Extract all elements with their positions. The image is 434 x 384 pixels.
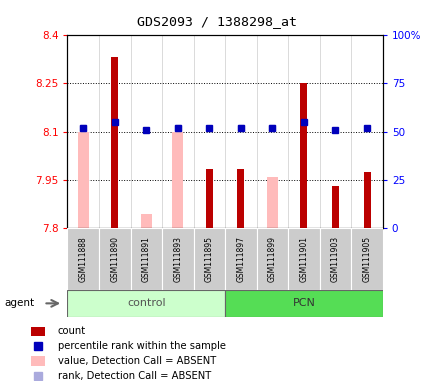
Bar	[99, 228, 130, 290]
Text: GSM111890: GSM111890	[110, 236, 119, 282]
Text: control: control	[127, 298, 165, 308]
Text: PCN: PCN	[292, 298, 315, 308]
Bar	[111, 57, 118, 228]
Text: GSM111899: GSM111899	[267, 236, 276, 282]
Bar	[67, 228, 99, 290]
Text: count: count	[58, 326, 85, 336]
Bar	[331, 187, 338, 228]
Text: rank, Detection Call = ABSENT: rank, Detection Call = ABSENT	[58, 371, 210, 381]
Bar	[300, 83, 307, 228]
Bar	[256, 228, 288, 290]
Text: GSM111893: GSM111893	[173, 236, 182, 282]
Text: GSM111895: GSM111895	[204, 236, 214, 282]
Bar	[319, 228, 351, 290]
Bar	[266, 177, 277, 228]
Text: agent: agent	[4, 298, 34, 308]
Bar	[363, 172, 370, 228]
Bar	[193, 228, 225, 290]
Text: GSM111891: GSM111891	[141, 236, 151, 282]
Bar	[30, 326, 45, 336]
Bar	[237, 169, 244, 228]
Bar	[161, 228, 193, 290]
Bar	[225, 228, 256, 290]
Bar	[225, 290, 382, 317]
Bar	[288, 228, 319, 290]
Bar	[130, 228, 162, 290]
Bar	[78, 132, 89, 228]
Text: value, Detection Call = ABSENT: value, Detection Call = ABSENT	[58, 356, 216, 366]
Bar	[30, 356, 45, 366]
Bar	[67, 290, 225, 317]
Text: percentile rank within the sample: percentile rank within the sample	[58, 341, 225, 351]
Text: GSM111903: GSM111903	[330, 236, 339, 282]
Bar	[141, 214, 151, 228]
Bar	[172, 132, 183, 228]
Text: GSM111901: GSM111901	[299, 236, 308, 282]
Text: GDS2093 / 1388298_at: GDS2093 / 1388298_at	[137, 15, 297, 28]
Bar	[351, 228, 382, 290]
Text: GSM111897: GSM111897	[236, 236, 245, 282]
Bar	[205, 169, 212, 228]
Text: GSM111905: GSM111905	[362, 236, 371, 282]
Text: GSM111888: GSM111888	[79, 236, 88, 282]
